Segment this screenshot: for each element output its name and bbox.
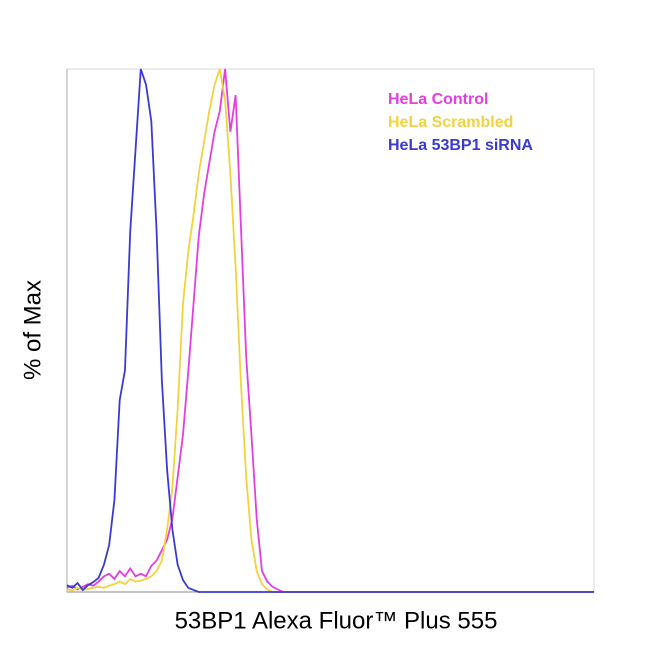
legend-entry: HeLa Control <box>388 91 488 108</box>
series-line <box>66 68 594 593</box>
series-line <box>66 68 594 593</box>
series-line <box>66 68 594 593</box>
x-axis-label: 53BP1 Alexa Fluor™ Plus 555 <box>175 607 498 634</box>
legend-entry: HeLa Scrambled <box>388 114 513 131</box>
legend-entry: HeLa 53BP1 siRNA <box>388 137 533 154</box>
y-axis-label: % of Max <box>19 280 46 380</box>
